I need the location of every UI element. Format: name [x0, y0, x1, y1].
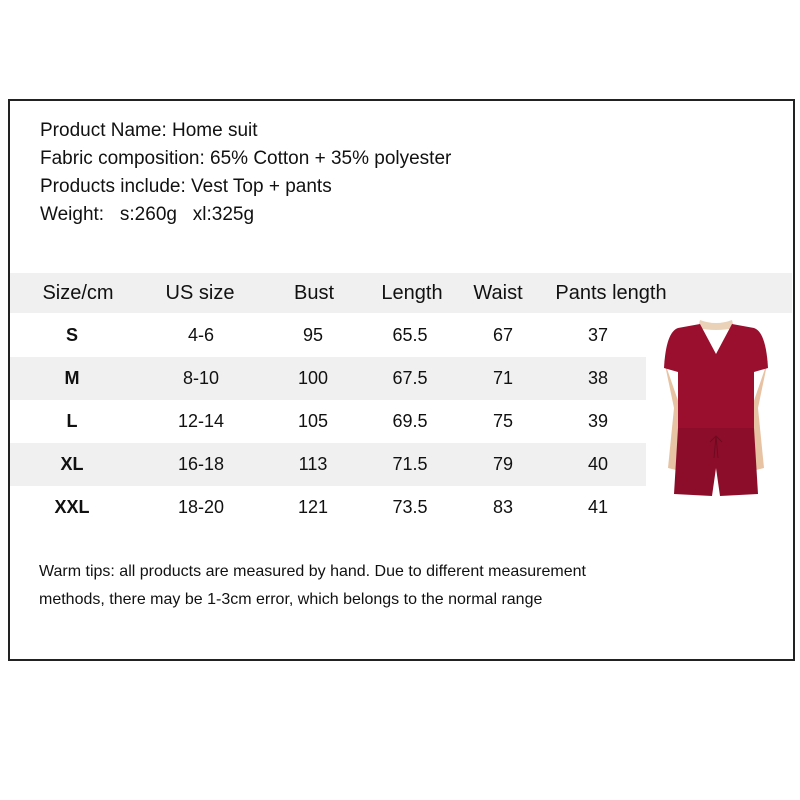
warm-tips: Warm tips: all products are measured by …	[39, 558, 586, 614]
table-row: XL 16-18 113 71.5 79 40	[10, 443, 646, 486]
table-row: S 4-6 95 65.5 67 37	[10, 314, 646, 357]
size-chart-frame	[8, 99, 795, 661]
cell-size: XL	[60, 454, 84, 474]
cell-us-size: 4-6	[187, 325, 215, 345]
cell-size: M	[64, 368, 80, 388]
weight: Weight: s:260g xl:325g	[40, 204, 255, 225]
tips-line-1: Warm tips: all products are measured by …	[39, 563, 586, 580]
header-pants-length: Pants length	[555, 282, 667, 304]
cell-size: XXL	[54, 497, 90, 517]
table-row: M 8-10 100 67.5 71 38	[10, 357, 646, 400]
product-photo	[654, 318, 778, 502]
cell-pants-length: 41	[587, 497, 609, 517]
cell-us-size: 12-14	[177, 411, 225, 431]
product-info: Product Name: Home suit Fabric compositi…	[40, 117, 451, 229]
cell-length: 73.5	[392, 497, 428, 517]
cell-waist: 79	[492, 454, 514, 474]
cell-bust: 121	[297, 497, 329, 517]
header-bust: Bust	[293, 282, 335, 304]
cell-pants-length: 37	[587, 325, 609, 345]
fabric-composition: Fabric composition: 65% Cotton + 35% pol…	[40, 148, 452, 169]
table-row: XXL 18-20 121 73.5 83 41	[10, 486, 646, 529]
products-include: Products include: Vest Top + pants	[40, 176, 332, 197]
cell-waist: 83	[492, 497, 514, 517]
cell-us-size: 8-10	[182, 368, 220, 388]
cell-length: 69.5	[392, 411, 428, 431]
cell-bust: 100	[297, 368, 329, 388]
model-neck	[698, 320, 734, 330]
cell-pants-length: 40	[587, 454, 609, 474]
tips-line-2: methods, there may be 1-3cm error, which…	[39, 591, 543, 608]
v-neck-top	[664, 324, 768, 430]
table-header: Size/cm US size Bust Length Waist Pants …	[10, 273, 792, 313]
drawstring	[709, 435, 723, 459]
header-waist: Waist	[473, 282, 523, 304]
cell-bust: 105	[297, 411, 329, 431]
table-row: L 12-14 105 69.5 75 39	[10, 400, 646, 443]
cell-waist: 67	[492, 325, 514, 345]
header-us-size: US size	[165, 282, 235, 304]
cell-waist: 71	[492, 368, 514, 388]
header-length: Length	[381, 282, 443, 304]
cell-bust: 113	[298, 454, 328, 474]
cell-length: 71.5	[392, 454, 428, 474]
cell-pants-length: 39	[587, 411, 609, 431]
shorts	[674, 428, 758, 496]
cell-pants-length: 38	[587, 368, 609, 388]
cell-us-size: 18-20	[177, 497, 225, 517]
cell-length: 67.5	[392, 368, 428, 388]
cell-us-size: 16-18	[177, 454, 225, 474]
cell-size: S	[65, 325, 79, 345]
model-arms	[664, 360, 768, 470]
cell-bust: 95	[302, 325, 324, 345]
header-size: Size/cm	[42, 282, 114, 304]
cell-length: 65.5	[392, 325, 428, 345]
cell-waist: 75	[492, 411, 514, 431]
cell-size: L	[66, 411, 78, 431]
product-name: Product Name: Home suit	[40, 120, 258, 141]
